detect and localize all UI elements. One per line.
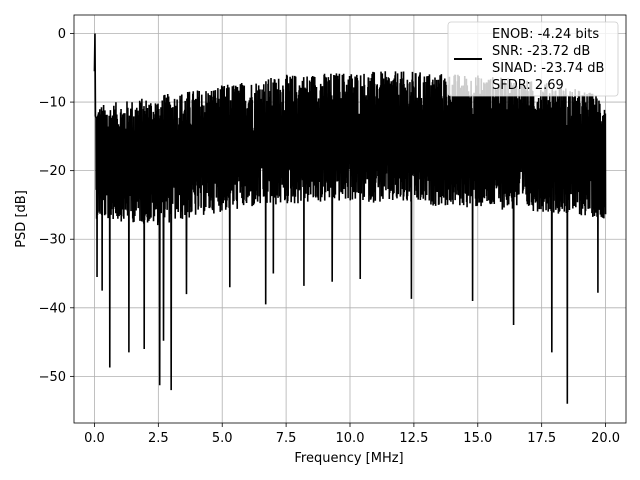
x-tick-label: 5.0 (212, 431, 233, 446)
legend-box (447, 21, 619, 97)
y-tick-label: −30 (39, 233, 66, 248)
y-tick-label: −50 (39, 370, 66, 385)
x-tick-label: 7.5 (276, 431, 297, 446)
x-tick-label: 12.5 (399, 431, 428, 446)
x-tick-label: 20.0 (591, 431, 620, 446)
x-tick-label: 10.0 (336, 431, 365, 446)
x-tick-label: 0.0 (84, 431, 105, 446)
legend-line-4: SFDR: 2.69 (492, 78, 564, 93)
x-tick-label: 15.0 (463, 431, 492, 446)
legend-line-1: ENOB: -4.24 bits (492, 27, 599, 42)
y-axis-label: PSD [dB] (14, 190, 29, 248)
legend: ENOB: -4.24 bits SNR: -23.72 dB SINAD: -… (447, 21, 619, 97)
x-tick-label: 2.5 (148, 431, 169, 446)
y-tick-label: −40 (39, 301, 66, 316)
x-tick-label: 17.5 (527, 431, 556, 446)
y-axis: 0 −10 −20 −30 −40 −50 (39, 27, 74, 385)
legend-line-3: SINAD: -23.74 dB (492, 61, 604, 76)
legend-line-2: SNR: -23.72 dB (492, 44, 590, 59)
plot-area (93, 33, 607, 404)
x-axis: 0.0 2.5 5.0 7.5 10.0 12.5 15.0 17.5 20.0 (84, 423, 620, 446)
y-tick-label: 0 (58, 27, 66, 42)
x-axis-label: Frequency [MHz] (294, 451, 403, 466)
y-tick-label: −10 (39, 96, 66, 111)
psd-series-line (93, 33, 607, 404)
y-tick-label: −20 (39, 164, 66, 179)
